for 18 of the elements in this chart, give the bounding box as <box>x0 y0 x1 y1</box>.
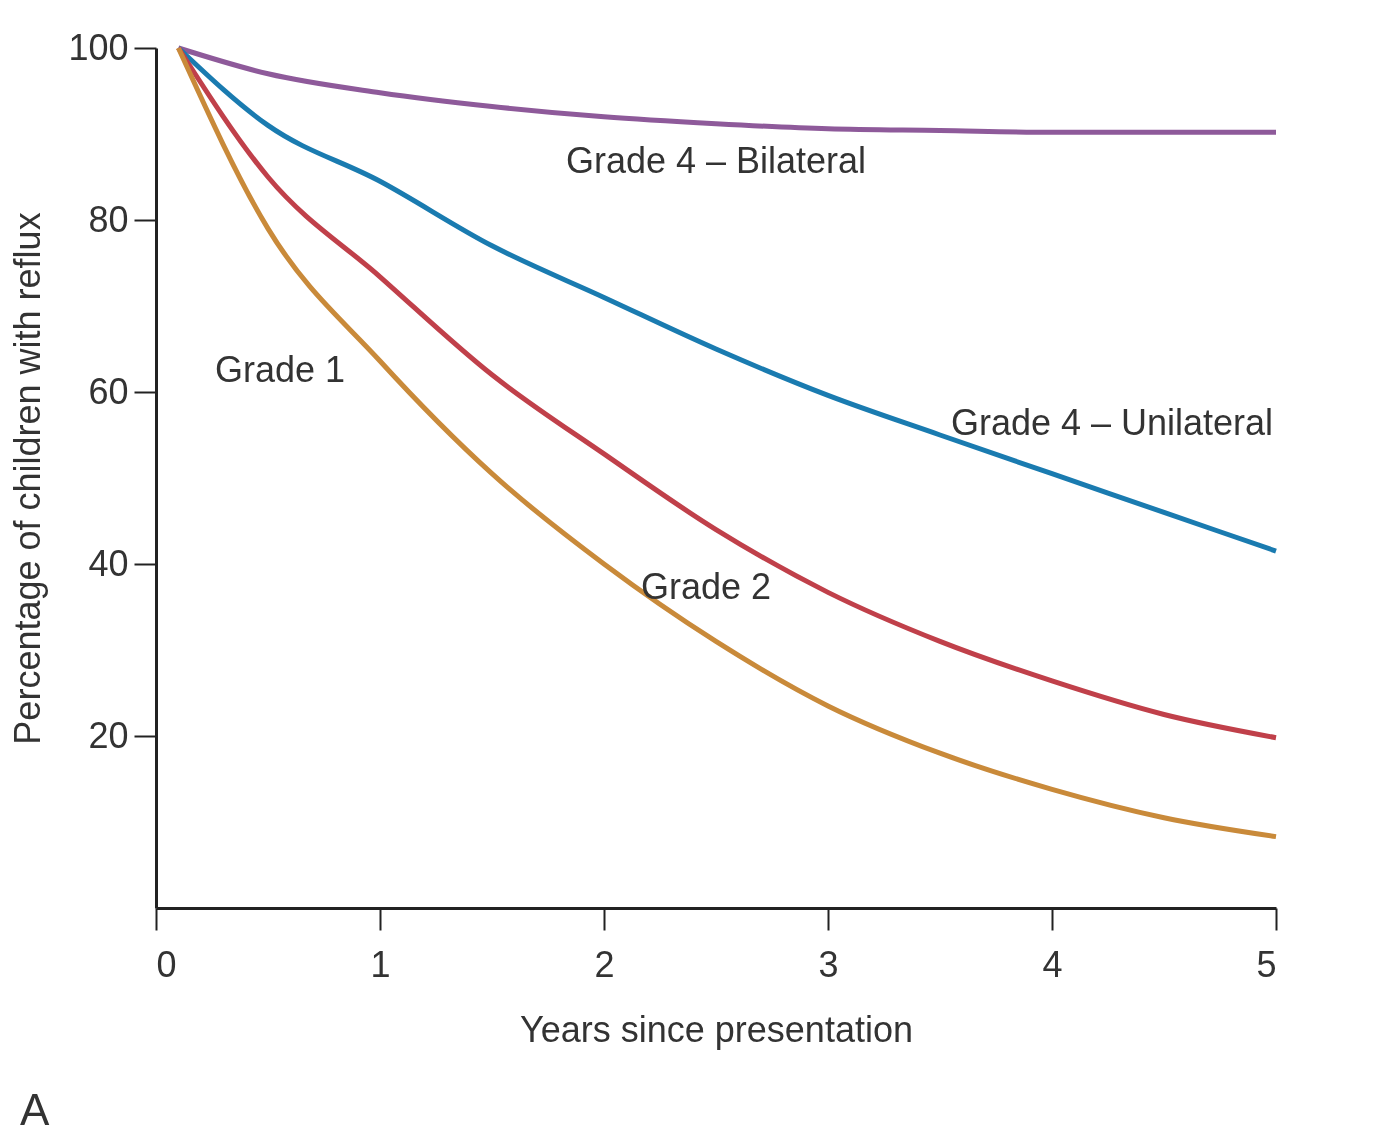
x-tick-label: 0 <box>156 943 177 985</box>
text: A <box>20 1085 50 1135</box>
x-tick-label: 5 <box>1256 943 1277 985</box>
series-label: Grade 4 – Bilateral <box>565 139 867 181</box>
y-tick-label: 40 <box>88 542 129 584</box>
y-tick-label: 60 <box>88 370 129 412</box>
x-tick-label: 3 <box>818 943 839 985</box>
y-tick-label: 20 <box>88 714 129 756</box>
x-tick-label: 4 <box>1042 943 1063 985</box>
x-tick-label: 2 <box>594 943 615 985</box>
y-tick-label: 80 <box>88 198 129 240</box>
y-axis-title: Percentage of children with reflux <box>7 212 49 745</box>
x-axis-title: Years since presentation <box>520 1008 913 1050</box>
y-tick-label: 100 <box>68 26 129 68</box>
series-label: Grade 4 – Unilateral <box>950 401 1274 443</box>
x-tick-label: 1 <box>370 943 391 985</box>
series-label: Grade 2 <box>640 565 772 607</box>
series-label: Grade 1 <box>214 349 346 391</box>
